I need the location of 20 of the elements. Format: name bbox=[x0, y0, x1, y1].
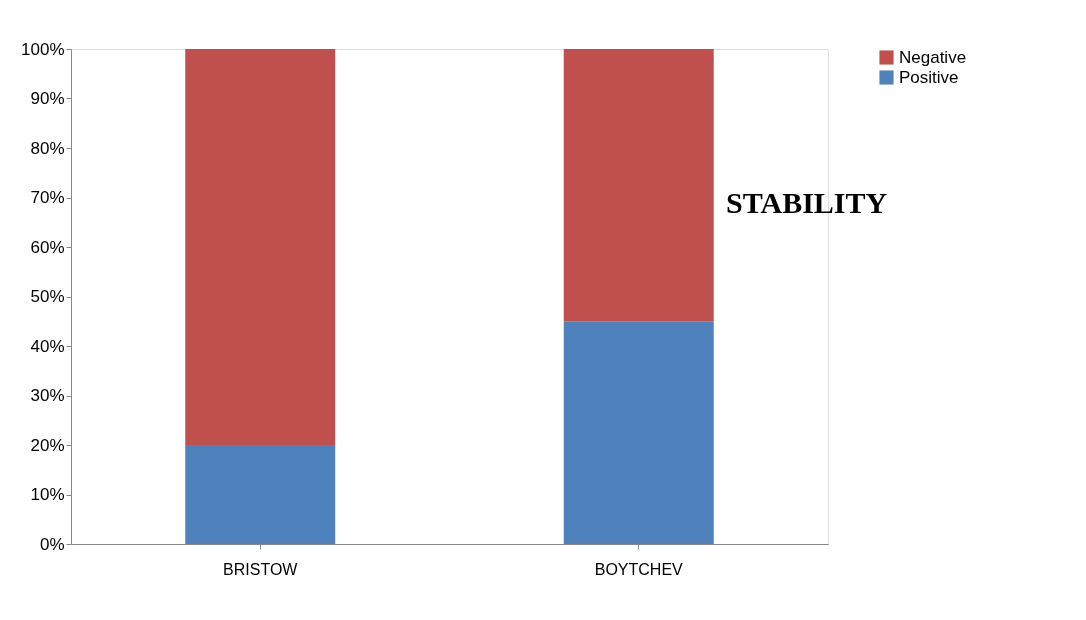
bar bbox=[563, 321, 714, 544]
bar bbox=[563, 49, 714, 322]
y-tick-label: 40% bbox=[30, 336, 65, 356]
y-tick-label: 100% bbox=[21, 39, 65, 59]
y-tick-label: 50% bbox=[30, 287, 65, 306]
x-tick-label: BOYTCHEV bbox=[594, 560, 684, 578]
y-tick-label: 60% bbox=[30, 237, 65, 257]
y-tick-label: 90% bbox=[30, 89, 65, 108]
legend-label: Negative bbox=[899, 47, 967, 67]
y-tick-label: 80% bbox=[30, 138, 65, 158]
legend-label: Positive bbox=[899, 67, 959, 87]
x-tick-label: BRISTOW bbox=[223, 560, 299, 578]
text: STABILITY bbox=[726, 186, 888, 219]
bar bbox=[185, 49, 336, 445]
y-tick-label: 20% bbox=[30, 435, 65, 455]
y-tick-label: 10% bbox=[30, 485, 65, 504]
y-tick-label: 70% bbox=[30, 188, 65, 207]
y-tick-label: 0% bbox=[39, 534, 65, 554]
y-tick-label: 30% bbox=[30, 386, 65, 405]
bar bbox=[185, 445, 336, 544]
